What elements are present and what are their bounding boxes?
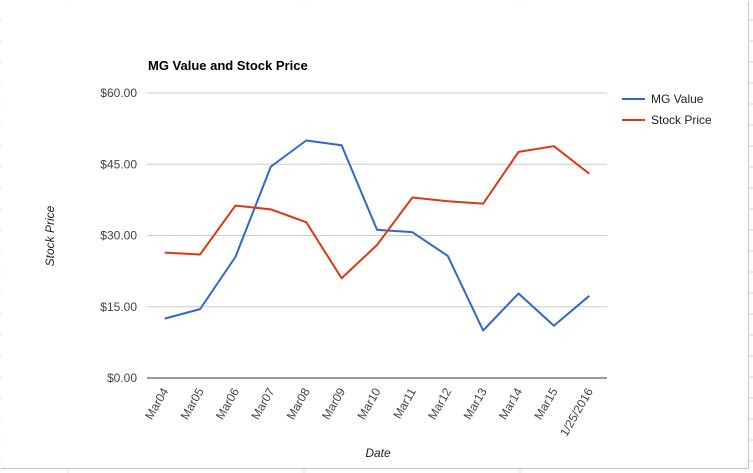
x-tick-label: Mar14	[496, 385, 525, 422]
legend-label: MG Value	[651, 92, 704, 106]
y-tick-label: $15.00	[100, 300, 137, 314]
legend-item[interactable]: Stock Price	[622, 113, 712, 127]
y-tick-label: $60.00	[100, 86, 137, 100]
y-tick-label: $0.00	[107, 371, 137, 385]
y-tick-label: $30.00	[100, 229, 137, 243]
x-tick-label: Mar15	[531, 385, 560, 422]
legend-item[interactable]: MG Value	[622, 92, 704, 106]
legend[interactable]: MG Value Stock Price	[622, 92, 712, 127]
x-tick-label: Mar08	[284, 385, 313, 422]
y-tick-label: $45.00	[100, 157, 137, 171]
chart-title: MG Value and Stock Price	[148, 58, 308, 73]
x-tick-label: Mar12	[425, 385, 454, 422]
x-axis-ticks: Mar04 Mar05 Mar06 Mar07 Mar08 Mar09 Mar10 Mar11…	[142, 385, 596, 439]
legend-label: Stock Price	[651, 113, 712, 127]
x-tick-label: Mar04	[142, 385, 171, 422]
x-tick-label: Mar10	[354, 385, 383, 422]
x-tick-label: Mar09	[319, 385, 348, 422]
series-lines	[164, 139, 590, 332]
x-tick-label: Mar11	[390, 385, 419, 421]
series-line-stock-price[interactable]	[164, 145, 590, 280]
y-axis-title: Stock Price	[43, 205, 57, 266]
x-tick-label: Mar07	[248, 385, 277, 422]
x-tick-label: 1/25/2016	[557, 385, 596, 439]
series-line-mg-value[interactable]	[164, 139, 590, 332]
x-tick-label: Mar13	[461, 385, 490, 422]
x-tick-label: Mar05	[178, 385, 207, 422]
line-chart: MG Value and Stock Price $0.00 $15.00 $30.…	[43, 58, 712, 460]
x-tick-label: Mar06	[213, 385, 242, 422]
y-axis-ticks: $0.00 $15.00 $30.00 $45.00 $60.00	[100, 86, 137, 385]
x-axis-title: Date	[365, 446, 391, 460]
gridlines	[147, 92, 607, 379]
